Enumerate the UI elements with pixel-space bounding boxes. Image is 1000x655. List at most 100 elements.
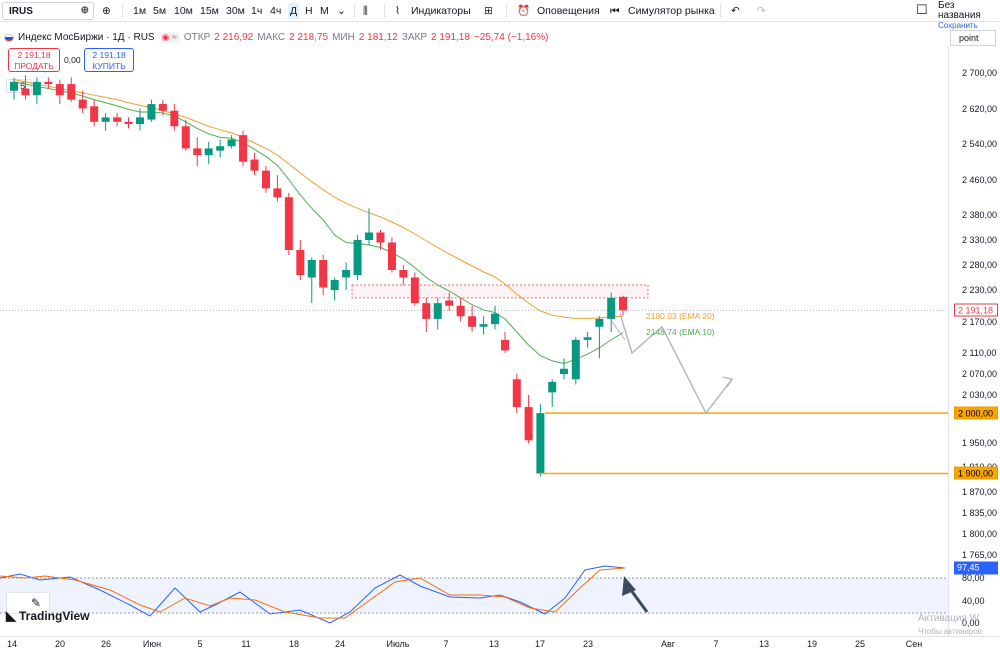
price-tick-label: 2 620,00	[962, 103, 998, 114]
timeframe-15m[interactable]: 15м	[200, 5, 219, 17]
price-tick-label: 2 540,00	[962, 139, 998, 149]
open-label: ОТКР	[183, 32, 211, 43]
time-tick-label: Июль	[386, 639, 410, 649]
candle-body	[468, 316, 477, 327]
candle-body	[216, 146, 225, 151]
candle-body	[365, 232, 374, 240]
replay-button[interactable]: Симулятор рынка	[628, 5, 715, 17]
price-chart[interactable]: 2180.03 (EMA 20) 2148.74 (EMA 10)	[0, 0, 948, 655]
timeframe-1mo[interactable]: М	[320, 5, 329, 17]
candle-style-icon[interactable]: ⫼	[363, 5, 368, 17]
candle-body	[479, 324, 488, 327]
sell-label: ПРОДАТЬ	[14, 61, 54, 71]
high-label: МАКС	[257, 32, 286, 43]
layout-square-icon[interactable]: ☐	[916, 2, 928, 17]
buy-price: 2 191,18	[92, 50, 126, 60]
timeframe-4h[interactable]: 4ч	[270, 5, 282, 17]
timeframe-dropdown-chevron-icon[interactable]: ⌄	[337, 5, 346, 17]
candle-body	[261, 170, 270, 189]
tradingview-logo: ◣ TradingView	[6, 608, 89, 624]
candle-body	[376, 232, 385, 243]
replay-icon[interactable]: ⏮	[610, 5, 620, 17]
redo-icon[interactable]: ↷	[757, 5, 766, 17]
undo-icon[interactable]: ↶	[731, 5, 740, 17]
timeframe-1m[interactable]: 1м	[133, 5, 147, 17]
candle-body	[193, 148, 202, 156]
close-value: 2 191,18	[431, 32, 470, 43]
stoch-k-line	[0, 565, 626, 624]
templates-icon[interactable]: ⊞	[484, 5, 493, 17]
level-2000-tag: 2 000,00	[954, 406, 998, 420]
candle-body	[548, 381, 557, 393]
candle-body	[607, 297, 616, 319]
indicators-button[interactable]: Индикаторы	[411, 5, 471, 17]
oscillator-tick-label: 40,00	[962, 596, 985, 606]
time-tick-label: 25	[854, 639, 866, 649]
candle-body	[387, 242, 396, 270]
time-axis[interactable]	[0, 636, 1000, 655]
scale-mode-button[interactable]: point	[950, 30, 996, 46]
time-tick-label: 19	[806, 639, 818, 649]
layout-save-status[interactable]: Сохранить	[938, 21, 978, 30]
legend-settings-icon[interactable]: ◉ ≈	[158, 32, 180, 43]
candle-body	[204, 148, 213, 156]
price-tick-label: 2 170,00	[962, 316, 998, 327]
candle-body	[536, 413, 545, 474]
oscillator-tick-label: 80,00	[962, 573, 985, 583]
high-value: 2 218,75	[289, 32, 329, 43]
candle-body	[619, 296, 627, 311]
candle-body	[78, 99, 87, 109]
top-toolbar: IRUS ⊕ ⊕ 1м 5м 10м 15м 30м 1ч 4ч Д Н М ⌄…	[0, 0, 1000, 30]
timeframe-1h[interactable]: 1ч	[251, 5, 263, 17]
price-tick-label: 2 460,00	[962, 174, 998, 185]
indicators-icon[interactable]: ⌇	[395, 5, 401, 17]
price-scale[interactable]	[948, 46, 1000, 636]
timeframe-10m[interactable]: 10м	[174, 5, 193, 17]
symbol-search[interactable]: IRUS ⊕	[2, 2, 94, 20]
close-label: ЗАКР	[401, 32, 427, 43]
candle-body	[181, 126, 190, 149]
candle-body	[445, 300, 454, 306]
timeframe-30m[interactable]: 30м	[226, 5, 245, 17]
candle-body	[147, 104, 156, 120]
change-value: −25,74 (−1,16%)	[473, 32, 549, 43]
legend-title[interactable]: Индекс МосБиржи · 1Д · RUS	[18, 32, 155, 43]
alert-clock-icon[interactable]: ⏰	[517, 5, 531, 17]
timeframe-5m[interactable]: 5м	[153, 5, 167, 17]
time-tick-label: 20	[54, 639, 66, 649]
russia-flag-icon	[4, 33, 14, 42]
ema10-line	[13, 81, 624, 365]
os-activation-watermark: Активация W	[918, 613, 980, 624]
candle-body	[399, 270, 408, 278]
time-tick-label: 13	[488, 639, 500, 649]
price-tick-label: 2 380,00	[962, 210, 998, 220]
timeframe-1w[interactable]: Н	[305, 5, 313, 17]
alerts-button[interactable]: Оповещения	[537, 5, 600, 17]
buy-button[interactable]: 2 191,18 КУПИТЬ	[84, 48, 134, 72]
time-tick-label: 24	[334, 639, 346, 649]
current-price-tag: 2 191,18	[954, 303, 998, 317]
compare-icon[interactable]: ⊕	[80, 5, 89, 16]
candle-body	[560, 368, 568, 374]
price-tick-label: 1 835,00	[962, 507, 998, 518]
layout-name[interactable]: Без названия Сохранить	[920, 1, 1000, 31]
time-tick-label: Сен	[905, 639, 923, 649]
sell-button[interactable]: 2 191,18 ПРОДАТЬ	[8, 48, 60, 72]
candle-body	[410, 277, 419, 304]
tv-logo-icon: ◣	[6, 608, 16, 623]
resistance-zone-box	[351, 284, 649, 299]
timeframe-1d[interactable]: Д	[288, 3, 300, 19]
candle-body	[319, 260, 328, 288]
add-symbol-icon[interactable]: ⊕	[102, 5, 111, 17]
pen-icon[interactable]: ✎	[31, 596, 42, 610]
candle-body	[67, 84, 76, 100]
candle-body	[456, 305, 465, 317]
time-tick-label: 26	[100, 639, 112, 649]
low-value: 2 181,12	[358, 32, 398, 43]
time-tick-label: 14	[6, 639, 18, 649]
candle-body	[239, 135, 248, 162]
price-tick-label: 1 765,00	[962, 550, 998, 560]
low-label: МИН	[332, 32, 355, 43]
drawing-tool-box[interactable]: ✎	[6, 592, 50, 614]
layout-title: Без названия	[938, 0, 981, 21]
